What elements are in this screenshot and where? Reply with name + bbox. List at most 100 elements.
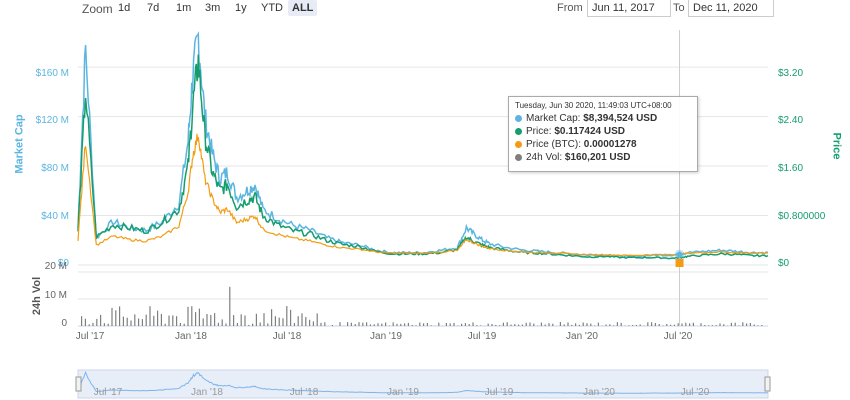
volume-bar	[290, 309, 292, 326]
volume-bar	[358, 322, 360, 326]
left-tick-40m: $40 M	[41, 211, 69, 222]
volume-bar	[221, 319, 223, 326]
volume-bar	[582, 322, 584, 326]
volume-bar	[172, 315, 174, 326]
price-btc-line	[77, 133, 769, 257]
volume-bar	[191, 306, 193, 326]
right-tick-1.6: $1.60	[778, 163, 804, 174]
zoom-ytd-button[interactable]: YTD	[261, 2, 283, 14]
volume-bar	[202, 318, 204, 326]
volume-bar	[476, 325, 478, 326]
left-tick-160m: $160 M	[35, 68, 69, 79]
zoom-label: Zoom	[82, 2, 113, 16]
volume-bar	[119, 306, 121, 326]
volume-bar	[312, 321, 314, 326]
volume-bar	[761, 325, 763, 326]
right-tick-0: $0	[778, 258, 790, 269]
volume-bar	[757, 325, 759, 326]
volume-bar	[461, 323, 463, 326]
volume-bar	[620, 322, 622, 326]
navigator-handle-left	[75, 376, 82, 392]
volume-bar	[354, 324, 356, 326]
volume-bar	[278, 317, 280, 326]
volume-bar	[559, 322, 561, 326]
volume-bar	[423, 323, 425, 326]
left-tick-80m: $80 M	[41, 163, 69, 174]
volume-bar	[217, 322, 219, 326]
volume-bar	[689, 323, 691, 326]
volume-bar	[407, 322, 409, 326]
volume-bar	[548, 323, 550, 326]
volume-bar	[704, 325, 706, 326]
zoom-all-button[interactable]: ALL	[288, 0, 318, 16]
volume-bar	[138, 318, 140, 326]
left-tick-0: $0	[57, 258, 69, 269]
zoom-1y-button[interactable]: 1y	[235, 2, 247, 14]
volume-bar	[594, 325, 596, 326]
volume-bar	[122, 316, 124, 326]
volume-bar	[293, 323, 295, 326]
tooltip-label: Price:	[526, 126, 555, 137]
price-btc-dot-icon	[515, 140, 522, 148]
x-tick-jul20: Jul '20	[663, 331, 693, 342]
volume-bar	[662, 325, 664, 326]
volume-bar	[297, 316, 299, 326]
volume-bar	[271, 309, 273, 326]
volume-bar	[309, 319, 311, 326]
zoom-3m-button[interactable]: 3m	[205, 2, 221, 14]
volume-bar	[609, 324, 611, 326]
volume-bar	[635, 325, 637, 326]
from-date-input[interactable]: Jun 11, 2017	[587, 0, 671, 17]
volume-bar	[571, 324, 573, 326]
zoom-7d-button[interactable]: 7d	[147, 2, 160, 14]
volume-bar	[666, 324, 668, 326]
vol-tick-10m: 10 M	[44, 290, 67, 301]
volume-bar	[457, 325, 459, 326]
volume-bar	[575, 323, 577, 326]
volume-bar	[673, 324, 675, 326]
market-cap-dot-icon	[515, 114, 522, 122]
volume-bar	[134, 314, 136, 326]
volume-bar	[715, 325, 717, 326]
volume-bar	[179, 323, 181, 326]
volume-bar	[723, 324, 725, 326]
volume-bar	[426, 322, 428, 326]
volume-bar	[157, 310, 159, 326]
hover-tooltip: Tuesday, Jun 30 2020, 11:49:03 UTC+08:00…	[508, 96, 698, 172]
left-tick-120m: $120 M	[35, 115, 69, 126]
volume-bar	[214, 313, 216, 326]
volume-bar	[692, 322, 694, 326]
volume-bar	[639, 324, 641, 326]
volume-bar	[320, 322, 322, 326]
volume-bar	[529, 322, 531, 326]
volume-bars	[81, 286, 763, 326]
volume-bar	[468, 324, 470, 326]
volume-bar	[586, 323, 588, 326]
volume-bar	[229, 286, 231, 326]
volume-bar	[385, 322, 387, 326]
volume-bar	[103, 323, 105, 326]
to-date-input[interactable]: Dec 11, 2020	[688, 0, 774, 17]
zoom-1d-button[interactable]: 1d	[118, 2, 131, 14]
volume-bar	[506, 322, 508, 326]
volume-bar	[100, 314, 102, 326]
volume-bar	[286, 306, 288, 326]
volume-bar	[616, 322, 618, 326]
volume-bar	[734, 322, 736, 326]
volume-bar	[521, 324, 523, 326]
volume-bar	[244, 315, 246, 326]
tooltip-label: 24h Vol:	[526, 152, 565, 163]
x-tick-jan20: Jan '20	[566, 331, 598, 342]
volume-bar	[153, 315, 155, 326]
volume-bar	[681, 323, 683, 326]
volume-bar	[742, 322, 744, 326]
volume-bar	[210, 315, 212, 326]
volume-bar	[472, 322, 474, 326]
volume-bar	[350, 322, 352, 326]
volume-bar	[396, 323, 398, 326]
zoom-1m-button[interactable]: 1m	[176, 2, 192, 14]
volume-bar	[236, 323, 238, 326]
volume-bar	[670, 324, 672, 326]
volume-bar	[252, 323, 254, 326]
